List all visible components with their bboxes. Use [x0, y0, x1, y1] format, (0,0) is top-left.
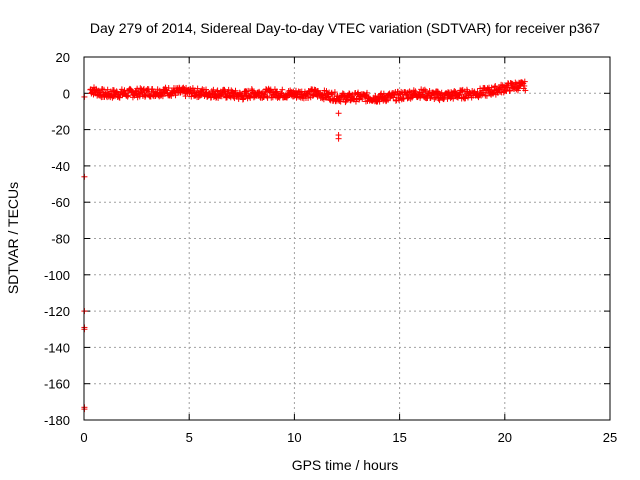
outlier-point [335, 135, 342, 142]
data-point [172, 92, 179, 99]
data-point [492, 83, 499, 90]
data-point [328, 90, 335, 97]
data-points [81, 78, 529, 413]
data-point [447, 95, 454, 102]
data-point [380, 90, 387, 97]
data-point [227, 94, 234, 101]
data-point [264, 93, 271, 100]
data-point [319, 95, 326, 102]
x-tick-label: 15 [392, 430, 406, 445]
data-point [372, 93, 379, 100]
data-point [261, 92, 268, 99]
data-point [309, 92, 316, 99]
data-point [522, 87, 529, 94]
data-point [232, 87, 239, 94]
y-tick-label: -180 [44, 413, 70, 428]
data-point [187, 85, 194, 92]
data-point [521, 82, 528, 89]
data-point [462, 95, 469, 102]
data-point [247, 94, 254, 101]
x-axis-label: GPS time / hours [292, 457, 399, 473]
data-point [352, 98, 359, 105]
data-point [519, 79, 526, 86]
y-tick-label: -40 [51, 159, 70, 174]
data-point [342, 99, 349, 106]
data-point [165, 85, 172, 92]
y-tick-label: -140 [44, 340, 70, 355]
data-point [140, 86, 147, 93]
data-point [488, 84, 495, 91]
chart-title: Day 279 of 2014, Sidereal Day-to-day VTE… [90, 20, 600, 36]
y-tick-label: -160 [44, 377, 70, 392]
data-point [221, 88, 228, 95]
data-point [441, 94, 448, 101]
data-point [305, 95, 312, 102]
data-point [116, 94, 123, 101]
data-point [359, 95, 366, 102]
x-tick-label: 20 [498, 430, 512, 445]
y-tick-label: -120 [44, 304, 70, 319]
data-point [197, 92, 204, 99]
data-point [279, 86, 286, 93]
data-point [356, 96, 363, 103]
y-tick-label: 0 [63, 86, 70, 101]
x-tick-label: 10 [287, 430, 301, 445]
data-point [310, 92, 317, 99]
y-tick-label: -100 [44, 268, 70, 283]
grid-lines [84, 57, 610, 420]
data-point [225, 86, 232, 93]
data-point [376, 98, 383, 105]
y-tick-label: -80 [51, 232, 70, 247]
data-point [274, 88, 281, 95]
data-point [125, 92, 132, 99]
data-point [239, 96, 246, 103]
data-point [118, 86, 125, 93]
data-point [248, 86, 255, 93]
data-point [188, 93, 195, 100]
data-point [456, 92, 463, 99]
axis-ticks [83, 56, 611, 421]
data-point [363, 89, 370, 96]
data-point [214, 87, 221, 94]
data-point [490, 90, 497, 97]
plot-frame [83, 56, 611, 421]
data-point [336, 97, 343, 104]
data-point [308, 87, 315, 94]
data-point [426, 88, 433, 95]
data-point [97, 89, 104, 96]
tick-labels: 0 5 10 15 20 25 20 0 -20 -40 -60 -80 -100 -120 -140 -16… [44, 50, 617, 445]
data-point [210, 86, 217, 93]
data-point [137, 85, 144, 92]
data-point [159, 93, 166, 100]
outlier-point [335, 110, 342, 117]
x-tick-label: 25 [603, 430, 617, 445]
y-axis-label: SDTVAR / TECUs [5, 182, 21, 294]
y-tick-label: -60 [51, 195, 70, 210]
data-point [331, 89, 338, 96]
data-point [104, 86, 111, 93]
y-tick-label: -20 [51, 123, 70, 138]
data-point [329, 91, 336, 98]
data-point [412, 88, 419, 95]
data-point [168, 92, 175, 99]
y-tick-label: 20 [56, 50, 70, 65]
data-point [483, 92, 490, 99]
data-point [521, 78, 528, 85]
data-point [124, 93, 131, 100]
data-point [349, 91, 356, 98]
x-tick-label: 0 [80, 430, 87, 445]
data-point [149, 86, 156, 93]
x-tick-label: 5 [186, 430, 193, 445]
data-point [392, 97, 399, 104]
data-point [194, 85, 201, 92]
data-point [203, 86, 210, 93]
data-point [292, 87, 299, 94]
